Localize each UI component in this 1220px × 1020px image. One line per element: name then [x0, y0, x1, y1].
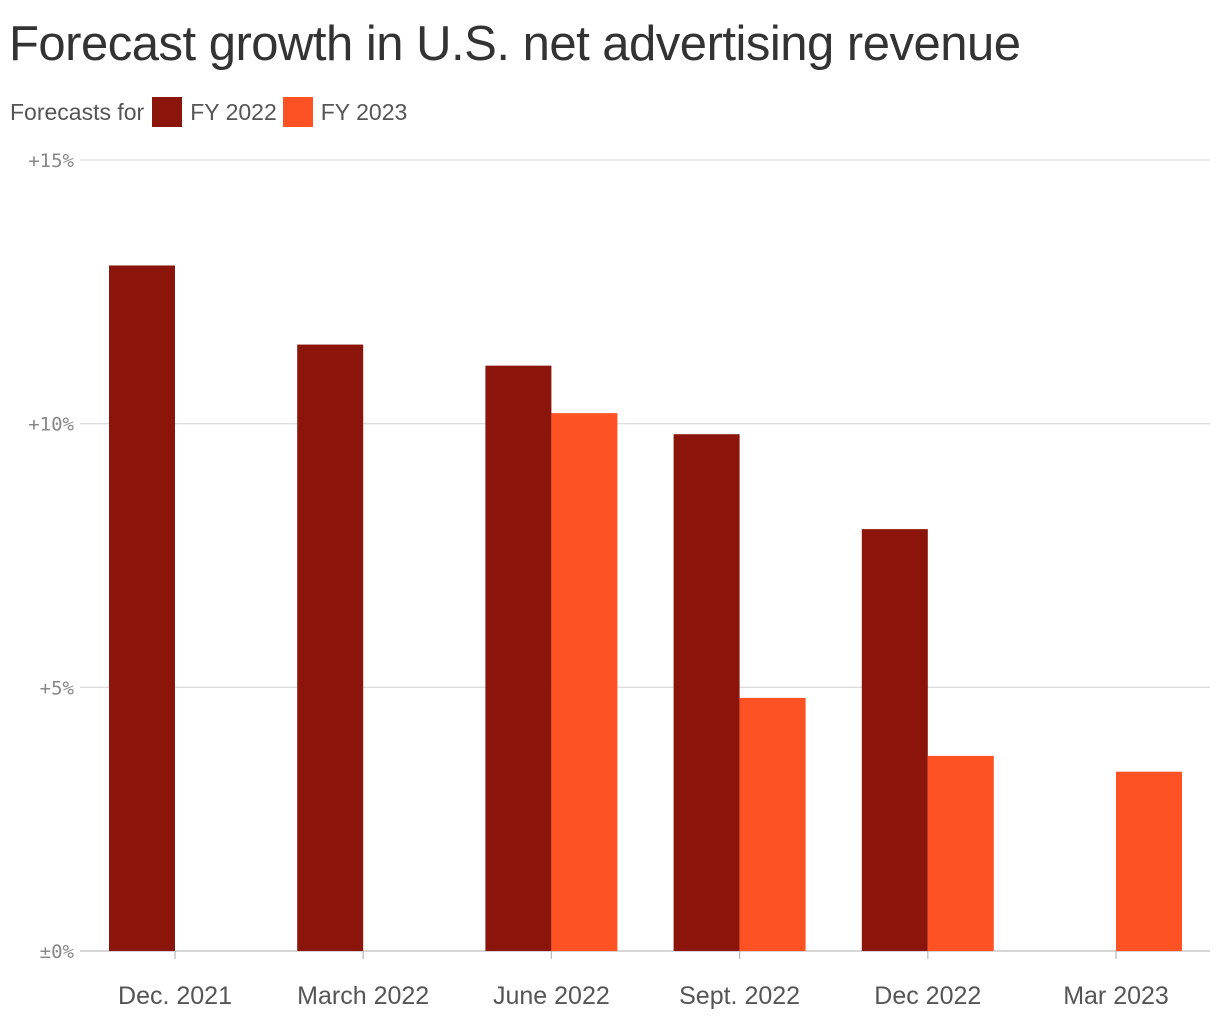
- y-tick-label: +10%: [28, 414, 74, 436]
- x-axis-ticks: Dec. 2021 March 2022 June 2022 Sept. 2022 De…: [118, 951, 1169, 1010]
- bar-fy2023-2: [551, 413, 618, 951]
- legend-item-fy2022: FY 2022: [152, 97, 277, 127]
- legend: Forecasts for FY 2022 FY 2023: [10, 96, 413, 128]
- y-axis-ticks: +15% +10% +5% ±0%: [28, 150, 74, 963]
- y-tick-label: +15%: [28, 150, 74, 172]
- bar-fy2023-5: [1116, 771, 1182, 951]
- x-tick-label: June 2022: [493, 982, 610, 1010]
- legend-swatch-fy2023: [282, 97, 313, 127]
- legend-swatch-fy2022: [152, 97, 183, 127]
- bars: [109, 265, 1182, 952]
- bar-fy2022-0: [109, 265, 175, 951]
- legend-item-fy2023: FY 2023: [282, 97, 408, 127]
- bar-fy2022-2: [485, 365, 552, 951]
- x-tick-label: Mar 2023: [1063, 982, 1169, 1010]
- y-tick-label: +5%: [40, 677, 75, 699]
- legend-label-fy2022: FY 2022: [190, 98, 277, 125]
- x-tick-label: Sept. 2022: [679, 982, 800, 1010]
- x-tick-label: Dec. 2021: [118, 982, 232, 1010]
- legend-label-fy2023: FY 2023: [320, 98, 408, 125]
- bar-fy2022-3: [673, 434, 740, 951]
- y-tick-label: ±0%: [40, 941, 75, 963]
- legend-lead: Forecasts for: [10, 98, 145, 125]
- bar-fy2023-3: [739, 697, 806, 951]
- chart-title: Forecast growth in U.S. net advertising …: [9, 17, 1021, 71]
- bar-fy2022-4: [861, 529, 928, 951]
- bar-fy2022-1: [297, 344, 364, 952]
- gridlines: [80, 159, 1210, 952]
- x-tick-label: Dec 2022: [874, 982, 981, 1010]
- x-tick-label: March 2022: [297, 982, 429, 1010]
- bar-fy2023-4: [927, 755, 994, 951]
